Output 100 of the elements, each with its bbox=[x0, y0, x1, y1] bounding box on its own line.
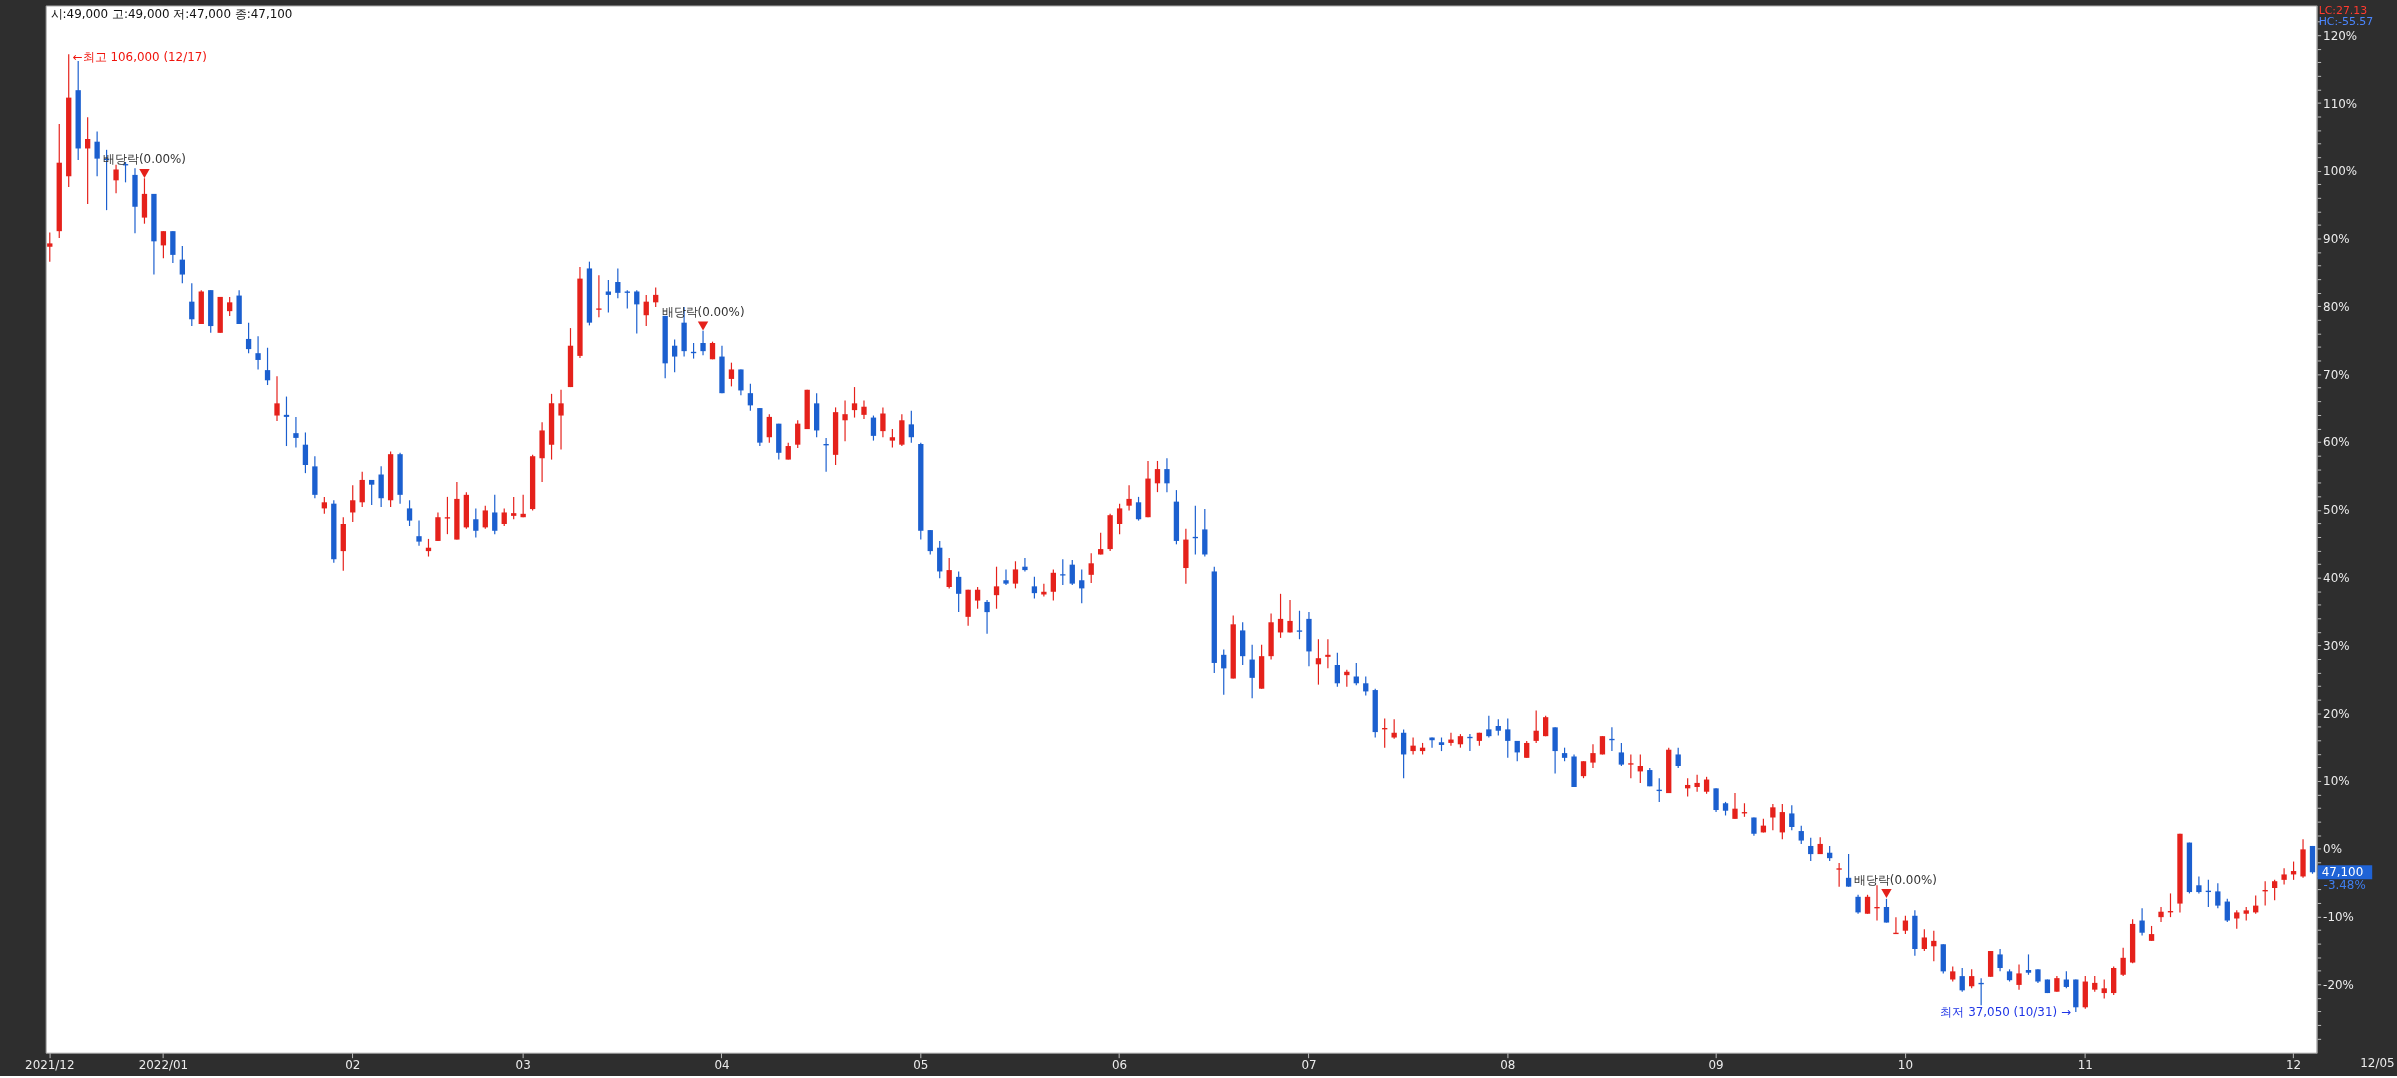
candlestick bbox=[605, 279, 612, 314]
candlestick bbox=[492, 494, 498, 535]
point bbox=[1881, 888, 1892, 898]
y-tick-label: 30% bbox=[2323, 638, 2350, 653]
candlestick bbox=[1845, 853, 1852, 888]
y-tick-label: 0% bbox=[2323, 842, 2342, 857]
candlestick bbox=[643, 294, 649, 327]
candlestick bbox=[908, 410, 914, 444]
candlestick bbox=[2196, 875, 2202, 895]
candlestick bbox=[264, 347, 271, 386]
candlestick bbox=[842, 400, 848, 442]
candlestick bbox=[359, 471, 365, 508]
candlestick bbox=[511, 496, 517, 520]
candlestick bbox=[245, 322, 252, 354]
text: HC:-55.57 bbox=[2318, 15, 2374, 29]
x-tick-label: 09 bbox=[1708, 1058, 1724, 1073]
candlestick bbox=[2120, 947, 2126, 977]
y-tick-label: -10% bbox=[2323, 909, 2354, 924]
candlestick bbox=[1400, 728, 1407, 779]
candlestick bbox=[2025, 953, 2032, 976]
candlestick bbox=[227, 296, 233, 317]
candlestick bbox=[2234, 909, 2240, 930]
y-tick-label: 90% bbox=[2323, 232, 2350, 247]
candlestick bbox=[47, 231, 53, 263]
candlestick bbox=[766, 413, 772, 444]
candlestick bbox=[1164, 457, 1170, 493]
candlestick bbox=[1997, 948, 2003, 972]
candlestick bbox=[302, 431, 309, 474]
candlestick bbox=[444, 496, 451, 535]
candlestick bbox=[2281, 867, 2287, 886]
annotation: 최저 37,050 (10/31) → bbox=[1940, 1005, 2071, 1019]
candlestick bbox=[1069, 559, 1075, 586]
candlestick bbox=[1391, 718, 1397, 740]
candlestick bbox=[1751, 816, 1757, 837]
candlestick bbox=[889, 428, 896, 448]
candlestick bbox=[615, 267, 621, 299]
candlestick bbox=[728, 362, 735, 387]
y-tick-label: 20% bbox=[2323, 706, 2350, 721]
x-tick-label: 05 bbox=[913, 1058, 929, 1073]
candlestick bbox=[1325, 638, 1331, 669]
candlestick bbox=[993, 566, 1000, 610]
candlestick bbox=[1088, 552, 1094, 584]
x-tick-label: 06 bbox=[1112, 1058, 1128, 1073]
candlestick bbox=[1154, 460, 1161, 493]
candlestick bbox=[293, 416, 299, 448]
candlestick bbox=[671, 339, 678, 373]
candlestick bbox=[1770, 803, 1776, 831]
candlestick bbox=[624, 289, 630, 310]
candlestick bbox=[1713, 787, 1719, 813]
candlestick bbox=[634, 289, 640, 335]
chart-title: 시:49,000 고:49,000 저:47,000 종:47,100 bbox=[50, 7, 293, 22]
candlestick bbox=[1808, 837, 1814, 862]
candlestick bbox=[283, 395, 290, 447]
candlestick bbox=[1959, 967, 1965, 993]
candlestick bbox=[1363, 675, 1369, 697]
candlestick bbox=[1249, 644, 1255, 699]
candlestick bbox=[179, 245, 185, 284]
y-tick-label: 60% bbox=[2323, 435, 2350, 450]
candlestick bbox=[2101, 978, 2107, 1000]
candlestick bbox=[870, 414, 877, 442]
annotation: ←최고 106,000 (12/17) bbox=[72, 50, 207, 65]
candlestick bbox=[1126, 484, 1132, 512]
candlestick bbox=[113, 164, 119, 194]
candlestick bbox=[170, 230, 176, 264]
text: 12/05 bbox=[2360, 1055, 2395, 1070]
candlestick bbox=[1003, 568, 1009, 586]
candlestick bbox=[406, 499, 413, 527]
candlestick bbox=[1060, 558, 1066, 586]
candlestick bbox=[1116, 503, 1123, 535]
candlestick bbox=[416, 520, 422, 547]
candlestick bbox=[2271, 879, 2278, 901]
candlestick bbox=[2158, 906, 2164, 923]
candlestick bbox=[1315, 638, 1322, 686]
candlestick bbox=[974, 586, 981, 610]
candlestick bbox=[851, 386, 858, 419]
candlestick bbox=[747, 383, 754, 412]
candlestick bbox=[255, 335, 261, 371]
candlestick bbox=[160, 230, 167, 259]
x-tick-label: 2021/12 bbox=[25, 1058, 75, 1073]
annotation: 배당락(0.00%) bbox=[1853, 872, 1937, 887]
candlestick bbox=[2139, 907, 2145, 937]
y-tick-label: 80% bbox=[2323, 299, 2350, 314]
point bbox=[139, 169, 150, 179]
point bbox=[697, 321, 709, 331]
candlestick bbox=[738, 368, 744, 396]
candlestick bbox=[1079, 568, 1085, 604]
candlestick bbox=[1505, 717, 1511, 759]
candlestick bbox=[1618, 742, 1625, 767]
candlestick bbox=[1921, 928, 1927, 952]
text: LC:27.13 bbox=[2318, 4, 2368, 18]
candlestick bbox=[1883, 898, 1890, 924]
x-tick-label: 04 bbox=[714, 1058, 730, 1073]
candlestick bbox=[1533, 709, 1539, 744]
candlestick bbox=[1864, 894, 1871, 915]
y-tick-label: 10% bbox=[2323, 774, 2350, 789]
x-tick-label: 10 bbox=[1897, 1058, 1913, 1073]
candlestick bbox=[1050, 568, 1056, 602]
candlestick bbox=[795, 419, 801, 449]
candlestick bbox=[558, 389, 564, 451]
x-tick-label: 11 bbox=[2077, 1058, 2093, 1073]
